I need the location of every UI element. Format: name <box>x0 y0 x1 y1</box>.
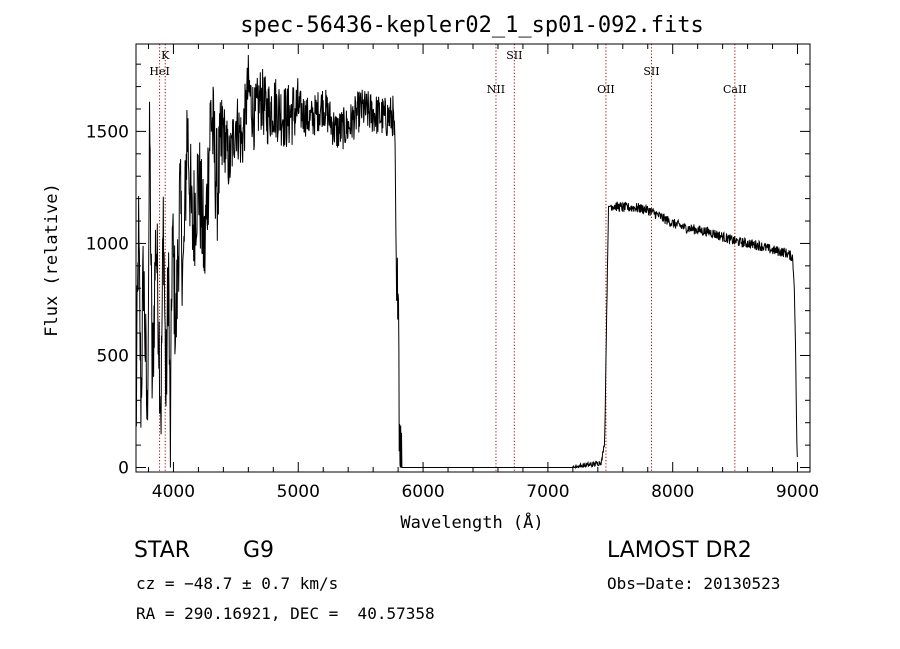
y-axis-label: Flux (relative) <box>42 183 62 337</box>
x-tick-label: 4000 <box>152 482 195 502</box>
line-marker-label: CaII <box>723 83 747 96</box>
x-tick-label: 8000 <box>651 482 694 502</box>
line-marker-label: SII <box>506 49 522 62</box>
line-marker-label: NII <box>487 83 505 96</box>
x-tick-label: 7000 <box>526 482 569 502</box>
object-type: STAR <box>134 538 191 563</box>
line-marker-label: OII <box>597 83 615 96</box>
y-tick-label: 1500 <box>86 122 129 142</box>
spectral-subclass: G9 <box>243 538 275 563</box>
y-tick-label: 1000 <box>86 234 129 254</box>
redshift-velocity: cz = −48.7 ± 0.7 km/s <box>136 574 339 593</box>
line-marker-label: SII <box>643 65 659 78</box>
x-tick-label: 5000 <box>277 482 320 502</box>
y-tick-label: 0 <box>118 459 129 479</box>
survey-release: LAMOST DR2 <box>607 538 752 563</box>
observation-date: Obs−Date: 20130523 <box>607 574 781 593</box>
line-marker-label: K <box>161 49 170 62</box>
chart-title: spec-56436-kepler02_1_sp01-092.fits <box>240 13 704 38</box>
sky-coordinates: RA = 290.16921, DEC = 40.57358 <box>136 604 435 623</box>
line-marker-label: HeI <box>149 65 169 78</box>
spectrum-line <box>135 54 798 470</box>
y-tick-label: 500 <box>97 346 129 366</box>
x-axis-label: Wavelength (Å) <box>400 511 543 533</box>
x-tick-label: 6000 <box>401 482 444 502</box>
x-tick-label: 9000 <box>776 482 819 502</box>
